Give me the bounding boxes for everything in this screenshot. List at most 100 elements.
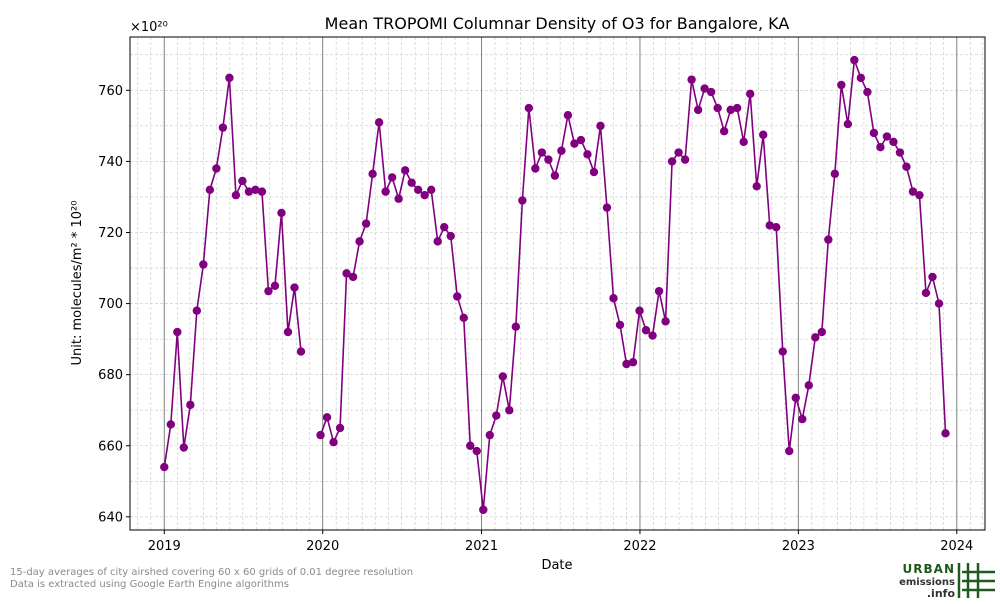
data-point [498,372,508,381]
data-point [251,185,260,195]
footnote-line-2: Data is extracted using Google Earth Eng… [10,579,289,590]
year-lines [163,37,958,530]
data-point [361,219,371,228]
plot-frame [129,36,986,531]
data-point [244,187,254,196]
data-point [492,411,501,420]
data-point [394,194,403,203]
data-point [459,313,468,322]
data-point [544,155,553,164]
data-point [296,347,306,356]
data-point [902,162,911,171]
data-point [511,322,521,331]
data-point [928,272,937,282]
urban-emissions-logo: URBAN emissions .info [898,560,998,600]
data-point [622,359,631,369]
data-point [472,446,481,456]
series-line [163,77,302,468]
data-point [518,196,527,205]
data-point [550,171,560,180]
data-point [895,148,905,157]
data-point [661,317,670,326]
data-point [427,185,436,195]
data-point [752,182,761,191]
data-point [270,281,280,291]
data-point [602,203,612,212]
x-tick-label: 2023 [782,539,815,554]
chart-title: Mean TROPOMI Columnar Density of O3 for … [325,14,790,33]
data-point [759,130,768,139]
data-point [817,327,827,337]
data-point [257,187,267,196]
data-point [635,306,644,315]
data-point [420,190,429,200]
data-point [876,142,885,152]
y-tick-label: 760 [98,84,123,99]
data-point [680,155,690,164]
data-point [563,111,573,120]
data-point [908,187,918,196]
y-tick-label: 640 [98,510,123,525]
data-point [596,121,605,131]
x-axis-label: Date [541,558,572,573]
data-point [648,331,657,340]
x-tick-label: 2021 [465,539,498,554]
data-point [290,283,299,292]
series-o3 [160,55,950,514]
data-point [322,413,332,422]
data-point [179,443,189,452]
data-point [706,87,716,97]
data-point [400,166,410,175]
data-point [283,327,293,337]
data-point [355,237,364,246]
data-point [212,164,221,173]
data-point [570,139,579,148]
data-point [713,103,722,113]
data-point [615,320,625,330]
data-point [160,462,169,472]
data-point [433,237,442,246]
x-tick-label: 2022 [623,539,656,554]
y-offset-text: ×10²⁰ [130,20,168,35]
y-tick-label: 740 [98,155,123,170]
data-point [348,272,358,282]
data-point [205,185,215,195]
data-point [166,420,175,429]
data-point [700,84,709,93]
data-point [778,347,787,356]
data-point [772,222,781,232]
data-point [485,430,494,440]
y-axis-label: Unit: molecules/m² * 10²⁰ [70,201,85,366]
data-point [589,167,599,177]
footnote-line-1: 15-day averages of city airshed covering… [10,567,414,578]
data-point [225,73,234,83]
data-point [413,185,423,195]
data-point [173,327,182,337]
data-point [368,169,377,179]
x-tick-label: 2019 [148,539,181,554]
data-point [830,169,840,179]
data-point [791,393,800,402]
series-line [319,59,947,510]
data-point [186,400,195,410]
data-point [934,299,944,308]
y-tick-label: 660 [98,439,123,454]
data-point [674,148,683,157]
data-point [583,150,592,159]
data-point [316,430,325,440]
data-point [231,190,241,200]
data-point [238,176,247,186]
y-tick-label: 720 [98,226,123,241]
data-point [505,406,514,415]
data-point [811,333,820,342]
data-point [941,429,950,438]
x-tick-label: 2024 [940,539,973,554]
data-point [192,306,202,315]
data-point [824,235,833,244]
data-point [440,222,449,232]
data-point [387,173,397,182]
x-tick-label: 2020 [306,539,339,554]
data-point [381,187,390,196]
data-point [837,80,846,90]
